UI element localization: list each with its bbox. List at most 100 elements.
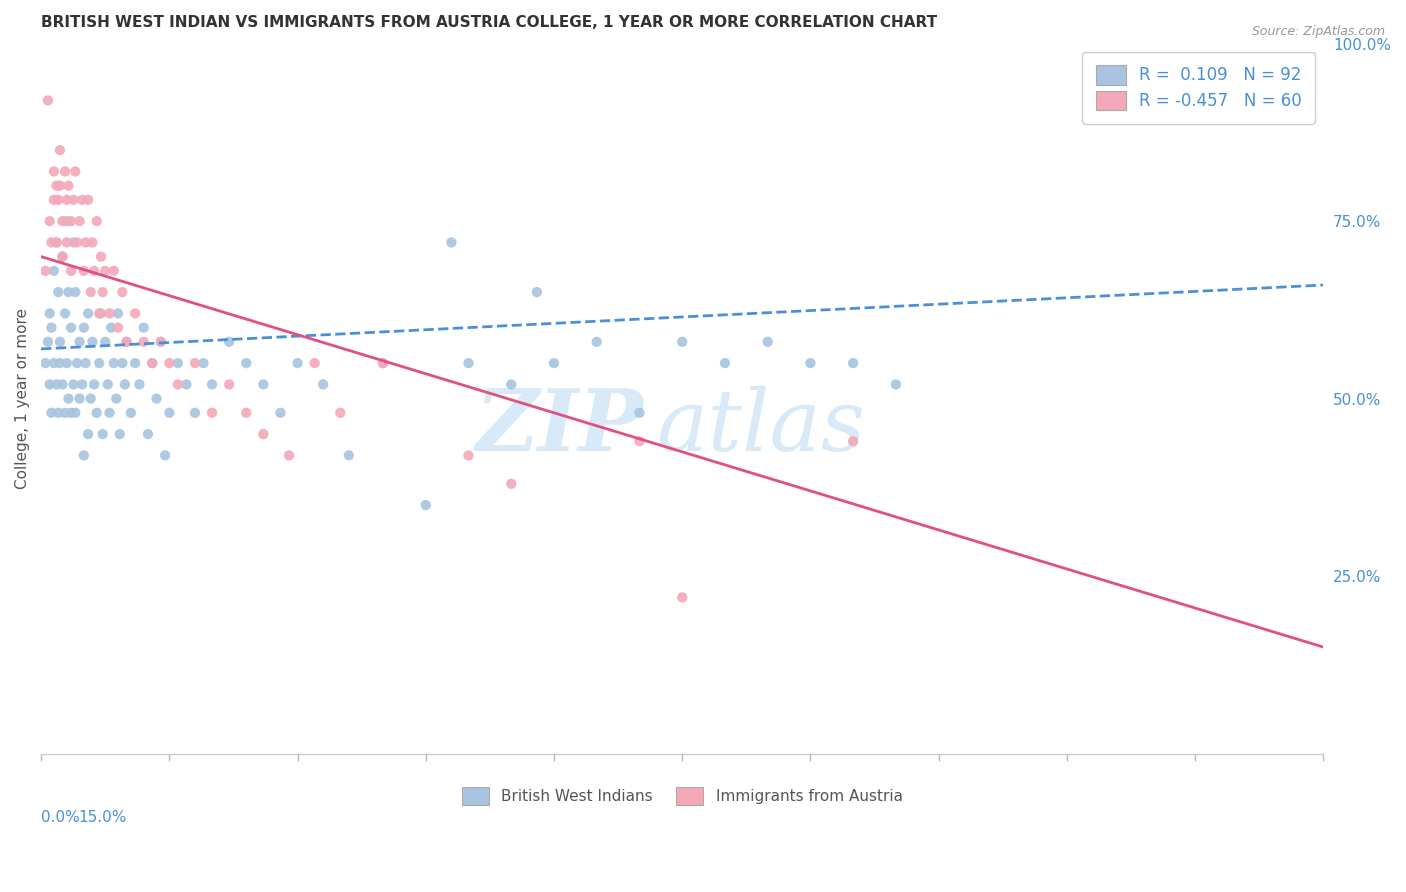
Point [312,377,335,392]
Point [176,377,198,392]
Point [55,235,77,250]
Point [62,193,84,207]
Point [105,392,128,406]
Point [157,406,180,420]
Point [114,377,136,392]
Point [91,427,114,442]
Point [69,334,91,349]
Point [82,235,104,250]
Point [103,264,125,278]
Point [80,285,103,299]
Point [115,334,138,349]
Point [799,356,821,370]
Point [132,320,155,334]
Point [415,498,437,512]
Point [501,377,523,392]
Point [218,377,240,392]
Point [120,406,142,420]
Point [46,193,69,207]
Point [65,285,87,299]
Point [543,356,565,370]
Point [66,235,89,250]
Point [628,406,651,420]
Point [60,214,83,228]
Point [457,449,479,463]
Point [62,377,84,392]
Point [98,406,121,420]
Point [55,356,77,370]
Point [107,320,129,334]
Point [62,235,84,250]
Point [60,406,83,420]
Point [34,264,56,278]
Point [337,449,360,463]
Point [278,449,301,463]
Point [585,334,607,349]
Point [46,406,69,420]
Point [501,476,523,491]
Point [252,377,274,392]
Point [49,356,72,370]
Point [153,449,176,463]
Point [235,406,257,420]
Point [58,392,80,406]
Point [526,285,548,299]
Point [842,434,865,449]
Point [440,235,463,250]
Point [34,356,56,370]
Point [41,235,63,250]
Point [82,334,104,349]
Point [38,214,60,228]
Point [45,178,67,193]
Point [184,406,207,420]
Point [69,214,91,228]
Point [42,193,65,207]
Point [149,334,172,349]
Point [94,334,117,349]
Point [235,356,257,370]
Point [107,306,129,320]
Text: 15.0%: 15.0% [79,810,127,825]
Point [136,427,159,442]
Point [46,285,69,299]
Point [83,377,105,392]
Point [53,164,76,178]
Point [193,356,215,370]
Point [45,235,67,250]
Point [77,193,100,207]
Point [55,193,77,207]
Point [128,377,150,392]
Point [371,356,394,370]
Point [304,356,326,370]
Point [97,377,120,392]
Point [218,334,240,349]
Text: 0.0%: 0.0% [41,810,80,825]
Point [884,377,907,392]
Point [90,306,112,320]
Text: atlas: atlas [657,385,866,468]
Point [75,235,97,250]
Point [90,250,112,264]
Point [58,178,80,193]
Point [124,306,146,320]
Point [124,356,146,370]
Point [51,377,73,392]
Point [70,377,93,392]
Point [51,250,73,264]
Point [42,264,65,278]
Point [89,356,111,370]
Point [457,356,479,370]
Point [111,285,134,299]
Point [42,164,65,178]
Point [167,356,190,370]
Point [70,193,93,207]
Point [329,406,352,420]
Point [252,427,274,442]
Point [41,320,63,334]
Point [201,377,224,392]
Point [77,306,100,320]
Point [73,320,96,334]
Point [75,356,97,370]
Point [671,334,693,349]
Point [89,306,111,320]
